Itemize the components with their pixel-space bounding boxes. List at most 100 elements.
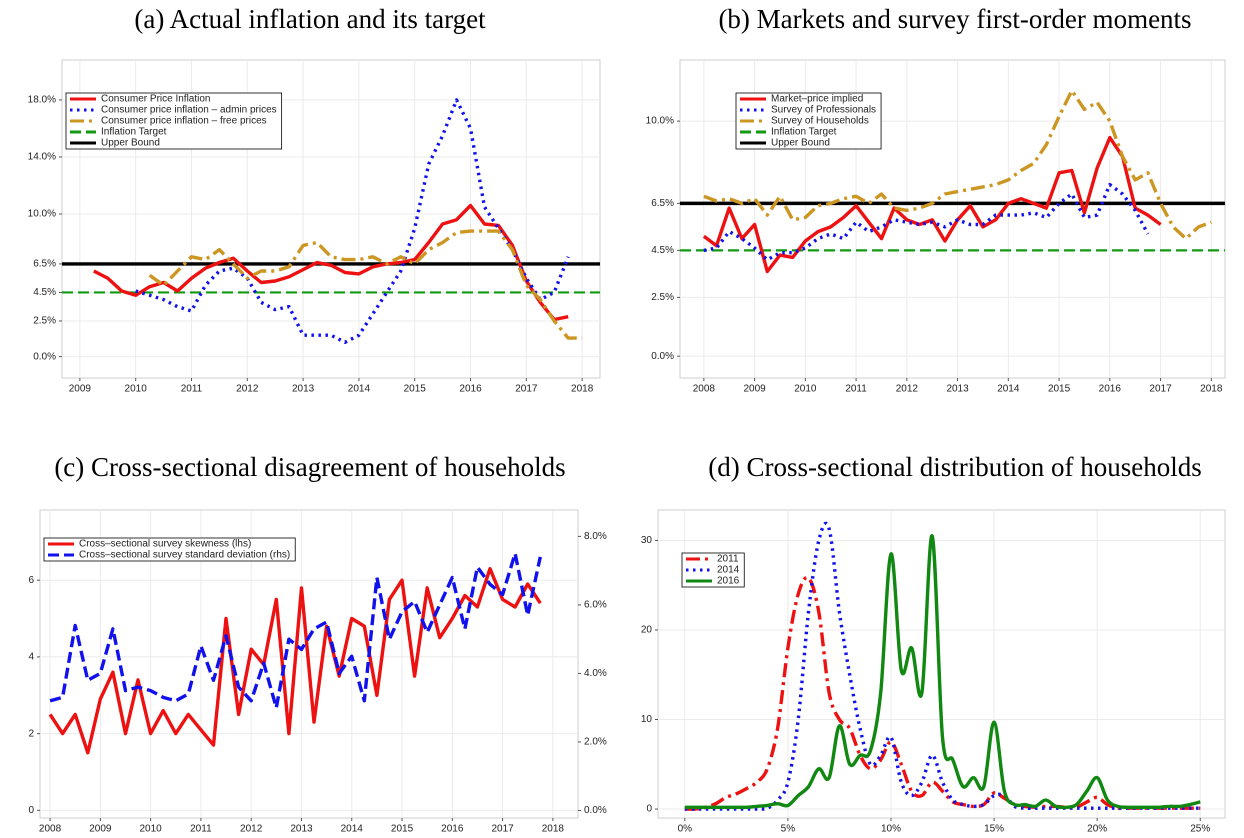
y2-tick-label: 4.0% [584, 668, 607, 679]
legend-label: Inflation Target [771, 127, 837, 138]
y-tick-label: 6.5% [33, 259, 56, 270]
x-tick-label: 15% [984, 824, 1004, 835]
panel: (d) Cross-sectional distribution of hous… [641, 452, 1226, 835]
y-tick-label: 10.0% [646, 116, 674, 127]
x-tick-label: 10% [881, 824, 901, 835]
x-tick-label: 2012 [236, 384, 259, 395]
x-tick-label: 2008 [39, 824, 62, 835]
x-tick-label: 2011 [845, 384, 867, 395]
y-tick-label: 18.0% [28, 95, 56, 106]
x-tick-label: 2014 [341, 824, 364, 835]
data-line [703, 88, 1212, 241]
y2-tick-label: 2.0% [584, 737, 607, 748]
y-tick-label: 2 [28, 728, 34, 739]
chart-title: (b) Markets and survey first-order momen… [718, 4, 1191, 34]
legend-label: Market–price implied [771, 94, 863, 105]
y2-tick-label: 6.0% [584, 600, 607, 611]
y-tick-label: 4.5% [651, 245, 674, 256]
legend-label: Cross–sectional survey standard deviatio… [79, 550, 290, 561]
x-tick-label: 2015 [404, 384, 427, 395]
y-tick-label: 10 [641, 714, 653, 725]
legend: Cross–sectional survey skewness (lhs)Cro… [43, 537, 296, 562]
x-tick-label: 2011 [190, 824, 212, 835]
y-tick-label: 0.0% [33, 351, 56, 362]
x-tick-label: 2012 [896, 384, 919, 395]
chart-title: (d) Cross-sectional distribution of hous… [708, 452, 1201, 482]
x-tick-label: 2016 [459, 384, 482, 395]
legend-label: Consumer Price Inflation [101, 94, 211, 105]
x-tick-label: 2013 [292, 384, 315, 395]
x-tick-label: 20% [1087, 824, 1107, 835]
y-tick-label: 6 [28, 575, 34, 586]
legend-label: Survey of Households [771, 116, 869, 127]
data-line [148, 229, 583, 340]
x-tick-label: 2016 [1099, 384, 1122, 395]
data-line [135, 98, 570, 344]
x-tick-label: 2008 [693, 384, 716, 395]
x-tick-label: 25% [1190, 824, 1210, 835]
legend-label: Survey of Professionals [771, 105, 876, 116]
x-tick-label: 5% [781, 824, 796, 835]
x-tick-label: 2010 [125, 384, 148, 395]
x-tick-label: 2014 [997, 384, 1020, 395]
y-tick-label: 30 [641, 535, 653, 546]
plot-area [657, 509, 1226, 819]
y-tick-label: 0.0% [651, 351, 674, 362]
y-tick-label: 4 [28, 652, 34, 663]
x-tick-label: 2011 [181, 384, 203, 395]
data-line [93, 203, 569, 322]
x-tick-label: 2009 [743, 384, 766, 395]
data-line [703, 182, 1150, 262]
x-tick-label: 2015 [1048, 384, 1071, 395]
data-line [684, 534, 1201, 810]
chart-title: (a) Actual inflation and its target [134, 4, 486, 34]
x-tick-label: 2017 [1149, 384, 1172, 395]
x-tick-label: 2014 [348, 384, 371, 395]
legend-label: Inflation Target [101, 127, 167, 138]
legend-label: Upper Bound [771, 138, 830, 149]
x-tick-label: 2012 [240, 824, 263, 835]
x-tick-label: 2009 [69, 384, 92, 395]
y-tick-label: 0 [28, 805, 34, 816]
panel: (c) Cross-sectional disagreement of hous… [28, 452, 606, 834]
x-tick-label: 2009 [89, 824, 112, 835]
y-tick-label: 2.5% [33, 316, 56, 327]
legend-label: Consumer price inflation – free prices [101, 116, 267, 127]
legend-label: Upper Bound [101, 138, 160, 149]
y2-tick-label: 0.0% [584, 805, 607, 816]
legend-box [65, 92, 283, 150]
x-tick-label: 2017 [515, 384, 538, 395]
x-tick-label: 2018 [571, 384, 594, 395]
chart-title: (c) Cross-sectional disagreement of hous… [54, 452, 565, 482]
y-tick-label: 2.5% [651, 292, 674, 303]
panel: (b) Markets and survey first-order momen… [646, 4, 1226, 395]
legend-box [43, 537, 296, 562]
y-tick-label: 14.0% [28, 152, 56, 163]
x-tick-label: 2010 [139, 824, 162, 835]
x-tick-label: 2016 [441, 824, 464, 835]
legend-label: 2016 [717, 576, 740, 587]
data-line [684, 521, 1201, 811]
panel: (a) Actual inflation and its target 2009 2… [28, 4, 601, 395]
x-tick-label: 0% [678, 824, 693, 835]
legend-label: 2011 [717, 554, 739, 565]
legend-label: Consumer price inflation – admin prices [101, 105, 277, 116]
x-tick-label: 2018 [1200, 384, 1223, 395]
data-line [49, 551, 542, 710]
x-tick-label: 2017 [491, 824, 514, 835]
legend-label: Cross–sectional survey skewness (lhs) [79, 539, 251, 550]
y-tick-label: 6.5% [651, 198, 674, 209]
x-tick-label: 2010 [794, 384, 817, 395]
x-tick-label: 2015 [391, 824, 414, 835]
x-tick-label: 2018 [542, 824, 565, 835]
y2-tick-label: 8.0% [584, 531, 607, 542]
x-tick-label: 2013 [290, 824, 313, 835]
y-tick-label: 20 [641, 625, 653, 636]
y-tick-label: 4.5% [33, 287, 56, 298]
data-line [702, 135, 1162, 274]
data-line [684, 575, 1201, 811]
x-tick-label: 2013 [946, 384, 969, 395]
